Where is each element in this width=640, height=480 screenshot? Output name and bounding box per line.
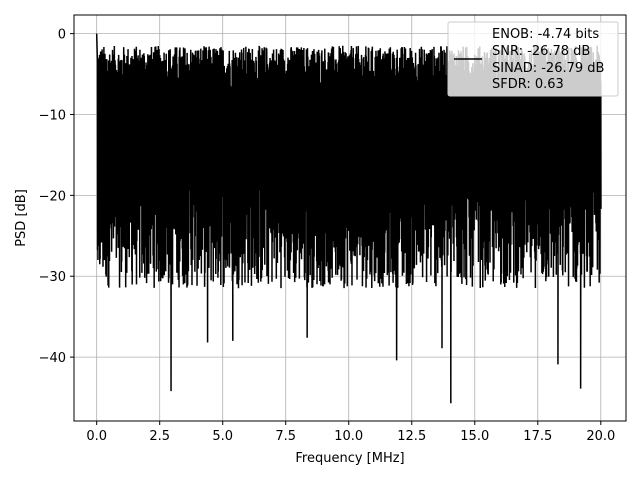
y-axis-ticks: 0 −10 −20 −30 −40 [39, 28, 74, 366]
legend-enob: ENOB: -4.74 bits [492, 27, 599, 42]
x-tick-label: 0.0 [86, 429, 107, 444]
x-tick-label: 5.0 [212, 429, 233, 444]
y-tick-label: −30 [39, 270, 66, 285]
y-tick-label: −40 [39, 351, 66, 366]
psd-series [95, 33, 602, 404]
x-tick-label: 20.0 [586, 429, 615, 444]
legend-snr: SNR: -26.78 dB [492, 44, 590, 59]
x-tick-label: 12.5 [397, 429, 426, 444]
x-tick-label: 15.0 [460, 429, 489, 444]
legend-sfdr: SFDR: 0.63 [492, 77, 564, 92]
x-axis-label: Frequency [MHz] [295, 451, 404, 466]
x-tick-label: 7.5 [275, 429, 296, 444]
legend-box [447, 21, 619, 97]
y-axis-label: PSD [dB] [14, 189, 29, 247]
x-tick-label: 2.5 [149, 429, 170, 444]
psd-line [95, 33, 602, 404]
y-tick-label: 0 [58, 28, 66, 43]
legend-sinad: SINAD: -26.79 dB [492, 61, 604, 76]
y-tick-label: −20 [39, 189, 66, 204]
y-tick-label: −10 [39, 108, 66, 123]
legend: ENOB: -4.74 bits SNR: -26.78 dB SINAD: -… [447, 21, 619, 97]
plot-frame [73, 14, 627, 422]
x-tick-label: 17.5 [523, 429, 552, 444]
x-axis-ticks: 0.0 2.5 5.0 7.5 10.0 12.5 15.0 17.5 20.0 [86, 421, 615, 444]
x-tick-label: 10.0 [334, 429, 363, 444]
